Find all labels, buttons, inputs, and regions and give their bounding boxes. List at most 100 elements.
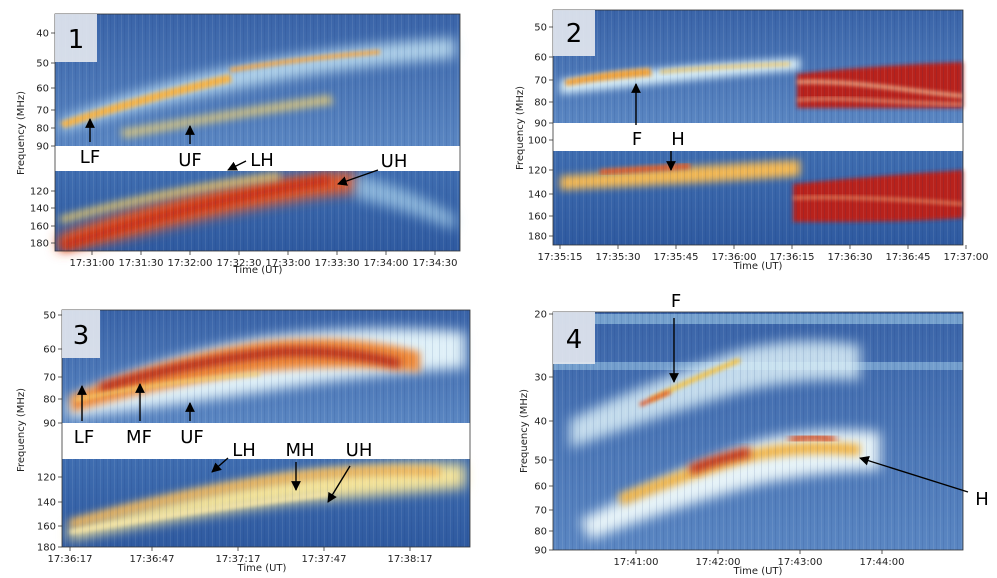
panel-2-ylabel: Frequency (MHz) xyxy=(515,86,526,170)
panel-1-x-ticks: 17:31:00 17:31:30 17:32:00 17:32:30 17:33:00… xyxy=(70,251,458,269)
panel-3: 17:36:17 17:36:47 17:37:17 17:37:47 17:38:17… xyxy=(16,309,471,574)
y-tick-label: 160 xyxy=(37,522,56,533)
y-tick-label: 90 xyxy=(43,419,56,430)
panel-4-ylabel: Frequency (MHz) xyxy=(519,389,530,473)
y-tick-label: 120 xyxy=(30,187,49,198)
x-tick-label: 17:32:00 xyxy=(168,258,213,269)
panel-2-badge xyxy=(553,10,595,56)
panel-3-ann-mf: MF xyxy=(126,427,152,448)
x-tick-label: 17:31:30 xyxy=(119,258,164,269)
panel-4-badge-label: 4 xyxy=(566,325,583,355)
panel-1-frame xyxy=(54,13,461,252)
panel-3-ann-lf: LF xyxy=(74,427,94,448)
panel-3-ann-uh: UH xyxy=(346,440,373,461)
panel-1-ann-lf: LF xyxy=(80,147,100,168)
x-tick-label: 17:36:45 xyxy=(886,252,931,263)
x-tick-label: 17:41:00 xyxy=(614,557,659,568)
panel-3-ann-mh: MH xyxy=(285,440,314,461)
panel-3-badge-label: 3 xyxy=(73,321,90,351)
x-tick-label: 17:34:30 xyxy=(413,258,458,269)
panel-1: 17:31:00 17:31:30 17:32:00 17:32:30 17:33:00… xyxy=(16,13,461,276)
panel-4-arrow-h xyxy=(859,455,969,493)
x-tick-label: 17:36:00 xyxy=(712,252,757,263)
panel-3-ann-uf: UF xyxy=(180,427,204,448)
y-tick-label: 80 xyxy=(534,98,547,109)
x-tick-label: 17:36:30 xyxy=(828,252,873,263)
y-tick-label: 20 xyxy=(534,310,547,321)
panel-1-ylabel: Frequency (MHz) xyxy=(16,91,27,175)
y-tick-label: 60 xyxy=(534,482,547,493)
panel-4: 17:41:00 17:42:00 17:43:00 17:44:00 20 30 40 5… xyxy=(519,291,989,577)
panel-1-ann-lh: LH xyxy=(250,150,274,171)
panel-4-emission xyxy=(553,312,963,550)
y-tick-label: 80 xyxy=(534,527,547,538)
panel-3-xlabel: Time (UT) xyxy=(237,563,287,574)
panel-1-arrow-lh xyxy=(227,160,247,171)
x-tick-label: 17:36:15 xyxy=(770,252,815,263)
x-tick-label: 17:44:00 xyxy=(860,557,905,568)
y-tick-label: 180 xyxy=(30,239,49,250)
panel-4-y-ticks: 20 30 40 50 60 70 80 90 xyxy=(534,310,553,557)
panel-1-ann-uf: UF xyxy=(178,150,202,171)
y-tick-label: 60 xyxy=(36,84,49,95)
y-tick-label: 60 xyxy=(534,53,547,64)
y-tick-label: 40 xyxy=(36,29,49,40)
panel-4-ann-h: H xyxy=(975,489,989,510)
panel-2-x-ticks: 17:35:15 17:35:30 17:35:45 17:36:00 17:36:15… xyxy=(538,245,989,263)
x-tick-label: 17:35:45 xyxy=(654,252,699,263)
y-tick-label: 140 xyxy=(30,204,49,215)
x-tick-label: 17:37:17 xyxy=(216,554,261,565)
panel-3-frame xyxy=(61,309,471,548)
panel-3-x-ticks: 17:36:17 17:36:47 17:37:17 17:37:47 17:38:17 xyxy=(48,547,433,565)
x-tick-label: 17:38:17 xyxy=(388,554,433,565)
panel-4-x-ticks: 17:41:00 17:42:00 17:43:00 17:44:00 xyxy=(614,550,905,568)
x-tick-label: 17:33:30 xyxy=(315,258,360,269)
panel-1-gap xyxy=(55,146,460,171)
x-tick-label: 17:31:00 xyxy=(70,258,115,269)
y-tick-label: 120 xyxy=(528,166,547,177)
x-tick-label: 17:35:30 xyxy=(596,252,641,263)
y-tick-label: 120 xyxy=(37,473,56,484)
panel-4-ann-f: F xyxy=(671,291,681,312)
y-tick-label: 180 xyxy=(528,232,547,243)
x-tick-label: 17:35:15 xyxy=(538,252,583,263)
y-tick-label: 160 xyxy=(528,212,547,223)
panel-1-ann-uh: UH xyxy=(381,151,408,172)
x-tick-label: 17:37:47 xyxy=(302,554,347,565)
x-tick-label: 17:36:17 xyxy=(48,554,93,565)
panel-3-arrow-uh xyxy=(327,465,351,503)
y-tick-label: 30 xyxy=(534,373,547,384)
y-tick-label: 90 xyxy=(534,546,547,557)
panel-3-gap xyxy=(62,423,470,459)
x-tick-label: 17:32:30 xyxy=(217,258,262,269)
panel-3-badge xyxy=(62,310,100,358)
panel-1-y-ticks: 40 50 60 70 80 90 120 140 160 180 xyxy=(30,29,55,250)
panel-2-xlabel: Time (UT) xyxy=(733,261,783,272)
panel-1-badge-label: 1 xyxy=(68,25,85,55)
panel-2: 17:35:15 17:35:30 17:35:45 17:36:00 17:36:15… xyxy=(515,9,989,272)
panel-4-badge xyxy=(553,312,595,364)
x-tick-label: 17:33:00 xyxy=(266,258,311,269)
panel-3-ann-lh: LH xyxy=(232,440,256,461)
panel-2-emission xyxy=(553,10,964,245)
panel-3-y-ticks: 50 60 70 80 90 120 140 160 180 xyxy=(37,311,62,554)
y-tick-label: 180 xyxy=(37,543,56,554)
panel-2-ann-h: H xyxy=(671,129,685,150)
y-tick-label: 60 xyxy=(43,345,56,356)
panel-2-badge-label: 2 xyxy=(566,19,583,49)
panel-3-ylabel: Frequency (MHz) xyxy=(16,388,27,472)
panel-3-emission xyxy=(62,310,470,547)
x-tick-label: 17:37:00 xyxy=(944,252,989,263)
y-tick-label: 70 xyxy=(43,373,56,384)
y-tick-label: 50 xyxy=(534,456,547,467)
y-tick-label: 50 xyxy=(36,59,49,70)
panel-2-ann-f: F xyxy=(632,129,642,150)
y-tick-label: 80 xyxy=(36,124,49,135)
y-tick-label: 160 xyxy=(30,222,49,233)
panel-3-arrow-lh xyxy=(211,457,229,473)
y-tick-label: 50 xyxy=(43,311,56,322)
y-tick-label: 140 xyxy=(37,498,56,509)
y-tick-label: 90 xyxy=(534,119,547,130)
y-tick-label: 50 xyxy=(534,23,547,34)
